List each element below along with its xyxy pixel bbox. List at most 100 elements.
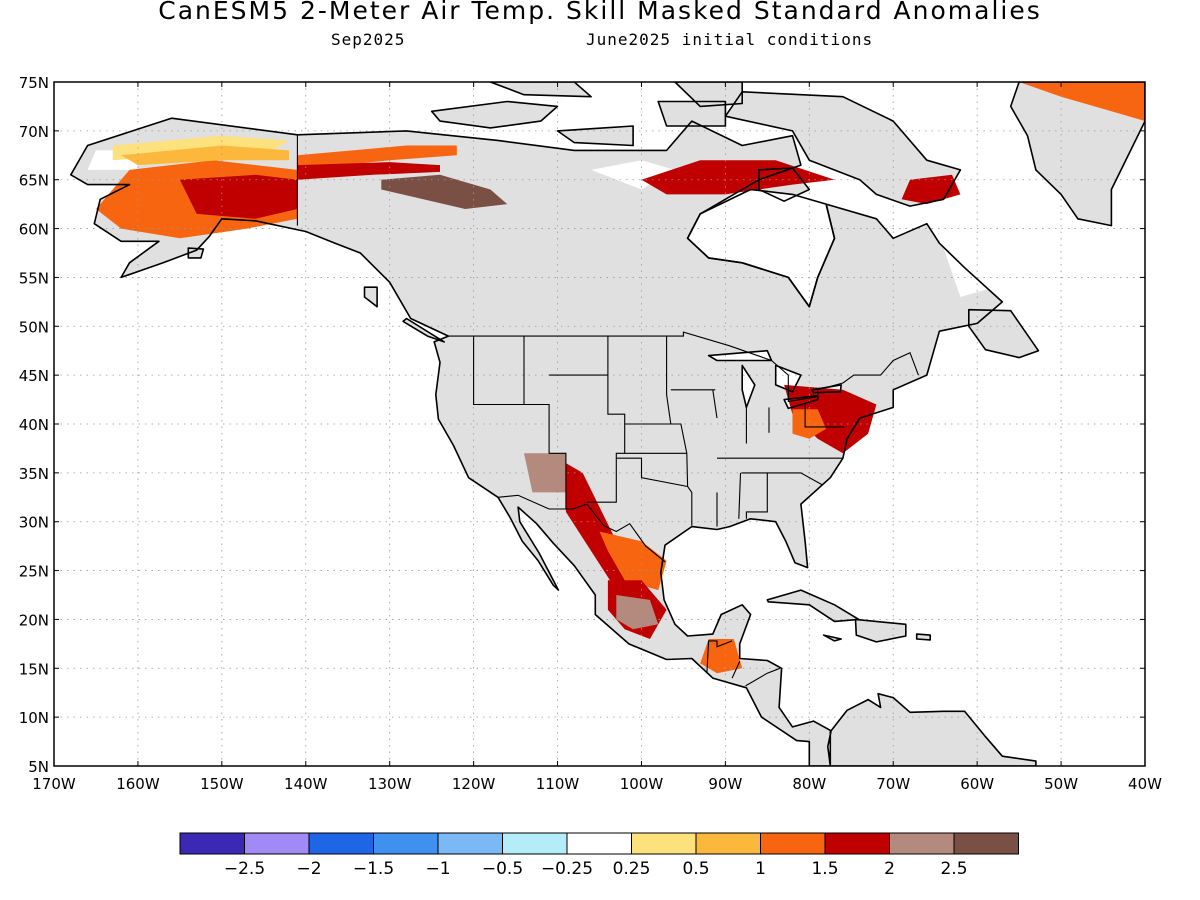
lon-tick-label: 120W bbox=[452, 775, 496, 793]
colorbar-swatch bbox=[502, 832, 568, 855]
coastline-island bbox=[489, 82, 592, 98]
colorbar-swatch bbox=[889, 832, 955, 855]
lat-tick-label: 20N bbox=[19, 611, 49, 629]
colorbar-label: −1.5 bbox=[353, 859, 394, 879]
land-mask-island bbox=[658, 101, 726, 126]
colorbar-label: 1.5 bbox=[811, 859, 838, 879]
anomaly-patch-alaska-core bbox=[179, 174, 298, 219]
lat-tick-label: 5N bbox=[28, 758, 49, 776]
lon-tick-label: 130W bbox=[368, 775, 412, 793]
coastline-island bbox=[822, 634, 842, 642]
political-border bbox=[745, 667, 781, 687]
coastline-island bbox=[363, 286, 378, 308]
lon-tick-label: 140W bbox=[284, 775, 328, 793]
anomaly-patch-yukon-core bbox=[297, 162, 440, 180]
initial-conditions: June2025 initial conditions bbox=[586, 30, 874, 49]
lon-tick-label: 70W bbox=[876, 775, 910, 793]
colorbar-label: −0.5 bbox=[482, 859, 523, 879]
political-border bbox=[738, 472, 742, 519]
coastline-island bbox=[430, 100, 559, 129]
valid-month: Sep2025 bbox=[331, 30, 406, 49]
lat-tick-label: 10N bbox=[19, 709, 49, 727]
colorbar-swatch bbox=[373, 832, 439, 855]
water-body bbox=[742, 365, 755, 408]
political-border bbox=[706, 640, 733, 674]
colorbar-swatch bbox=[566, 832, 632, 855]
lat-tick-label: 40N bbox=[19, 416, 49, 434]
lon-tick-label: 40W bbox=[1128, 775, 1162, 793]
political-border bbox=[497, 494, 666, 563]
coastline-island bbox=[915, 633, 931, 641]
colorbar-label: −1 bbox=[425, 859, 450, 879]
axis-ticks: 75N 70N 65N 60N 55N 50N 45N 40N 35N 30N 25N 20N 15N 1… bbox=[19, 74, 1162, 793]
skill-mask-layer bbox=[70, 82, 1145, 766]
political-border bbox=[666, 336, 693, 526]
coastline-island bbox=[556, 125, 634, 147]
colorbar-label: −0.25 bbox=[541, 859, 593, 879]
lake-shore bbox=[707, 349, 773, 362]
land-mask-island bbox=[364, 287, 378, 307]
land-mask-greenland bbox=[1010, 82, 1145, 226]
chart-title: CanESM5 2-Meter Air Temp. Skill Masked S… bbox=[158, 0, 1042, 25]
lat-tick-label: 30N bbox=[19, 514, 49, 532]
land-mask-island bbox=[855, 619, 906, 642]
political-border bbox=[712, 389, 718, 419]
land-mask-island bbox=[188, 248, 204, 258]
land-mask-island bbox=[968, 309, 1039, 358]
lon-tick-label: 150W bbox=[200, 775, 244, 793]
land-mask-island bbox=[431, 101, 558, 128]
land-mask-north-america bbox=[70, 118, 1003, 766]
lon-tick-label: 160W bbox=[116, 775, 160, 793]
lon-tick-label: 90W bbox=[708, 775, 742, 793]
lake-shore bbox=[774, 364, 802, 393]
colorbar: −2.5 −2 −1.5 −1 −0.5 −0.25 0.25 0.5 1 1.5 2 2.5 bbox=[179, 832, 1019, 879]
water-body bbox=[708, 350, 772, 361]
lon-tick-label: 50W bbox=[1044, 775, 1078, 793]
colorbar-swatch bbox=[631, 832, 697, 855]
colorbar-label: 2 bbox=[884, 859, 895, 879]
coastline-greenland bbox=[1009, 82, 1145, 227]
colorbar-label: 0.25 bbox=[613, 859, 651, 879]
lon-tick-label: 170W bbox=[32, 775, 76, 793]
lat-tick-label: 70N bbox=[19, 123, 49, 141]
coastline-island bbox=[674, 82, 743, 108]
colorbar-swatch bbox=[437, 832, 503, 855]
water-body bbox=[687, 189, 835, 307]
lat-tick-label: 75N bbox=[19, 74, 49, 92]
lon-tick-label: 80W bbox=[792, 775, 826, 793]
colorbar-label: 0.5 bbox=[682, 859, 709, 879]
lat-tick-label: 65N bbox=[19, 172, 49, 190]
lat-tick-label: 55N bbox=[19, 269, 49, 287]
lat-tick-label: 25N bbox=[19, 563, 49, 581]
colorbar-swatch bbox=[695, 832, 761, 855]
political-border bbox=[731, 661, 741, 679]
colorbar-swatch bbox=[953, 832, 1019, 855]
coastline-island bbox=[657, 100, 727, 127]
colorbar-label: 2.5 bbox=[940, 859, 967, 879]
land-mask-island bbox=[675, 82, 743, 107]
lat-tick-label: 50N bbox=[19, 318, 49, 336]
colorbar-swatch bbox=[824, 832, 890, 855]
land-mask-island bbox=[725, 91, 961, 207]
lon-tick-label: 60W bbox=[960, 775, 994, 793]
colorbar-label: 1 bbox=[755, 859, 766, 879]
colorbar-swatch bbox=[308, 832, 374, 855]
lon-tick-label: 100W bbox=[620, 775, 664, 793]
land-mask-island bbox=[767, 590, 859, 622]
anomaly-patch-alaska-band bbox=[121, 145, 289, 166]
lat-tick-label: 35N bbox=[19, 465, 49, 483]
lake-shore bbox=[783, 394, 819, 410]
coastline-south-america bbox=[829, 692, 1037, 766]
coastline-island bbox=[854, 618, 907, 643]
colorbar-label: −2 bbox=[296, 859, 321, 879]
coastline-island bbox=[968, 308, 1040, 359]
coastline-island bbox=[402, 317, 445, 343]
colorbar-swatch bbox=[760, 832, 826, 855]
anomaly-patch-mexico-interior bbox=[616, 595, 659, 630]
anomaly-patch-arizona bbox=[524, 453, 566, 493]
lat-tick-label: 45N bbox=[19, 367, 49, 385]
anomaly-patch-mackenzie bbox=[381, 174, 508, 209]
coastline-island bbox=[766, 589, 860, 623]
anomaly-patch-greenland-east bbox=[1019, 82, 1145, 122]
